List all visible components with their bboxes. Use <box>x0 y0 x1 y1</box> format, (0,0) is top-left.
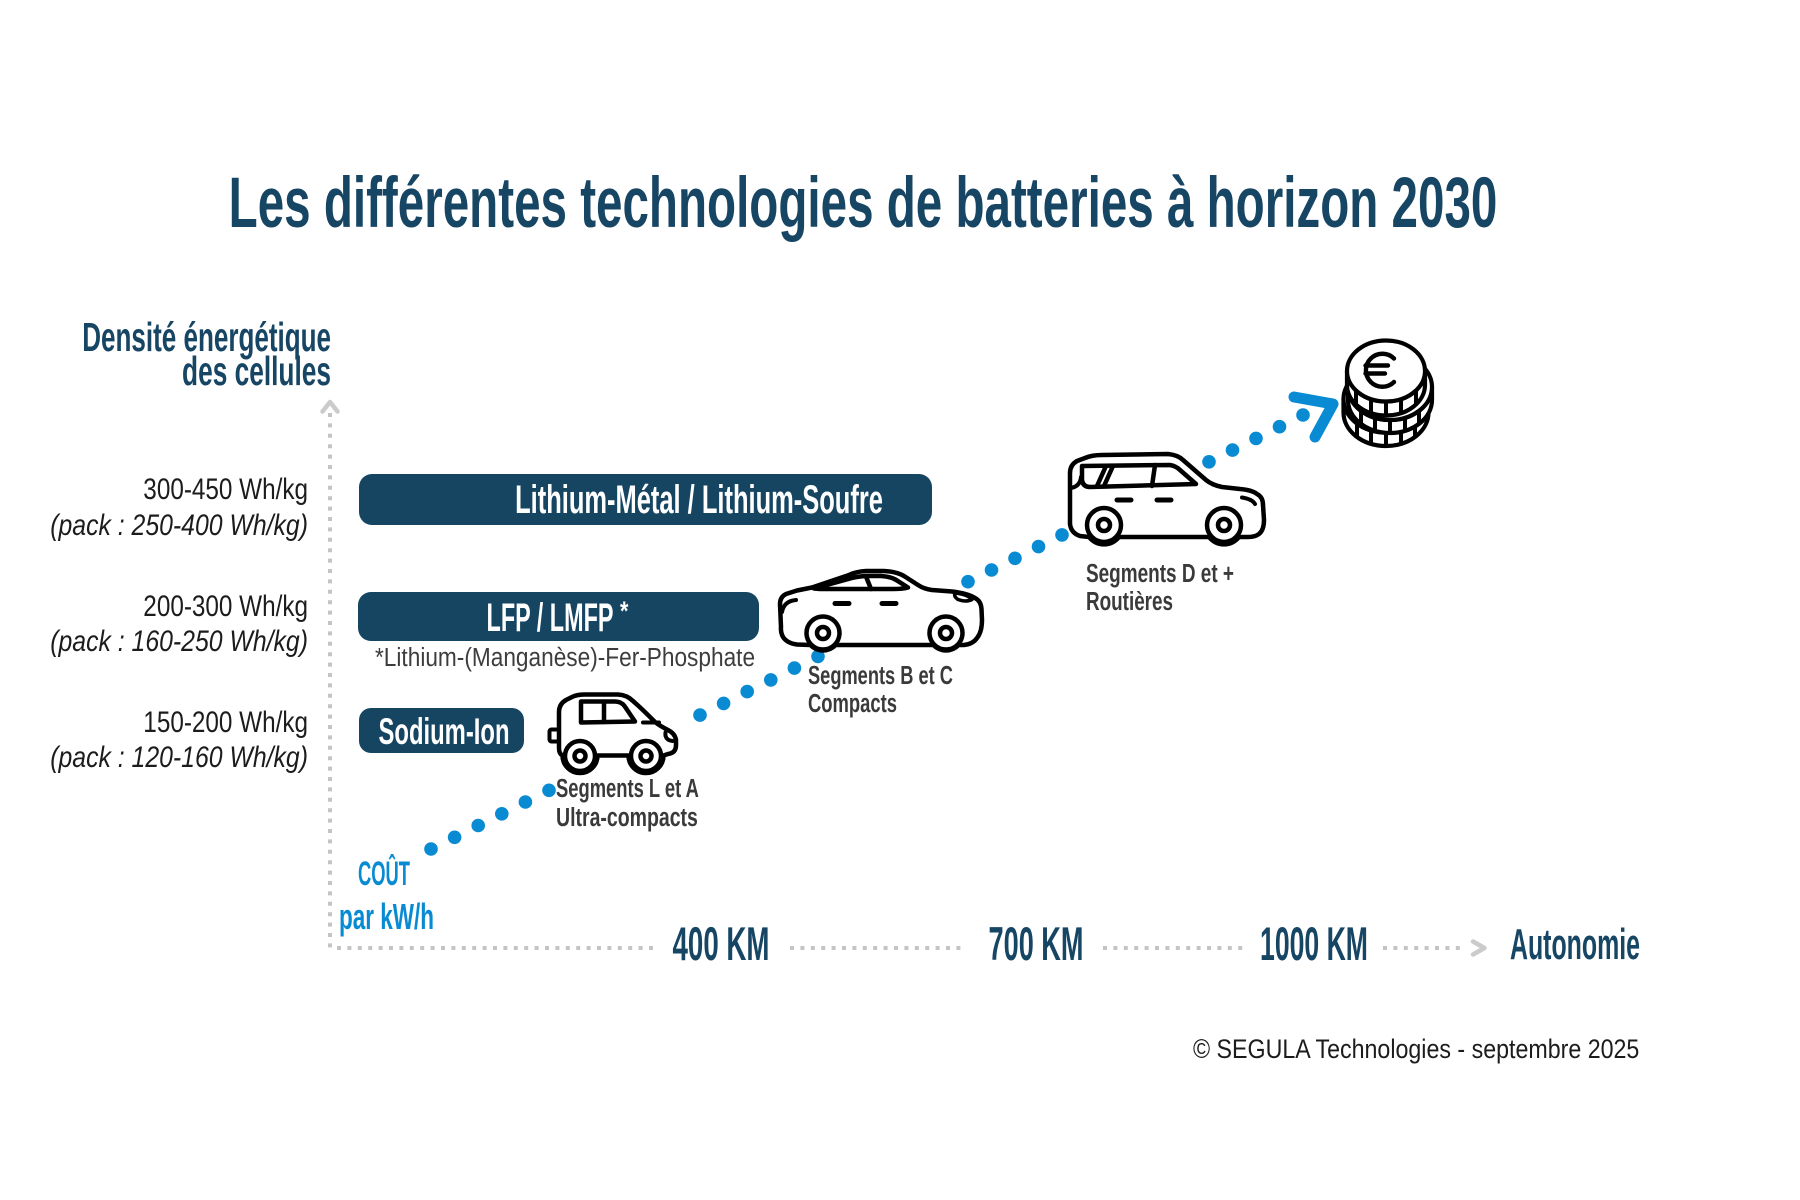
svg-text:Segments B et C: Segments B et C <box>808 661 953 690</box>
svg-text:par kW/h: par kW/h <box>339 898 434 938</box>
svg-text:Lithium-Métal / Lithium-Soufre: Lithium-Métal / Lithium-Soufre <box>515 478 883 522</box>
svg-text:Routières: Routières <box>1086 586 1173 616</box>
svg-text:*: * <box>620 597 629 627</box>
svg-text:Les différentes technologies d: Les différentes technologies de batterie… <box>229 162 1498 242</box>
svg-text:*Lithium-(Manganèse)-Fer-Phosp: *Lithium-(Manganèse)-Fer-Phosphate <box>375 644 755 673</box>
svg-text:Densité énergétique: Densité énergétique <box>82 315 331 360</box>
svg-text:(pack : 160-250 Wh/kg): (pack : 160-250 Wh/kg) <box>50 624 308 658</box>
svg-text:(pack : 120-160 Wh/kg): (pack : 120-160 Wh/kg) <box>50 740 308 774</box>
svg-text:Ultra-compacts: Ultra-compacts <box>556 802 698 831</box>
svg-text:Segments D et +: Segments D et + <box>1086 558 1234 588</box>
svg-text:Sodium-Ion: Sodium-Ion <box>379 711 510 753</box>
svg-text:Compacts: Compacts <box>808 689 897 718</box>
svg-text:150-200 Wh/kg: 150-200 Wh/kg <box>143 705 308 739</box>
svg-text:LFP / LMFP: LFP / LMFP <box>487 594 614 639</box>
svg-text:300-450 Wh/kg: 300-450 Wh/kg <box>143 472 308 506</box>
svg-text:des cellules: des cellules <box>182 349 331 394</box>
svg-text:1000 KM: 1000 KM <box>1260 918 1368 971</box>
svg-text:COÛT: COÛT <box>358 854 410 893</box>
svg-text:200-300 Wh/kg: 200-300 Wh/kg <box>143 589 308 623</box>
svg-text:400 KM: 400 KM <box>673 919 770 971</box>
svg-text:Segments L et A: Segments L et A <box>556 774 699 803</box>
svg-text:(pack : 250-400 Wh/kg): (pack : 250-400 Wh/kg) <box>50 508 308 542</box>
svg-text:© SEGULA Technologies - septem: © SEGULA Technologies - septembre 2025 <box>1193 1034 1639 1064</box>
svg-text:Autonomie: Autonomie <box>1510 920 1640 969</box>
svg-text:700 KM: 700 KM <box>989 918 1084 971</box>
